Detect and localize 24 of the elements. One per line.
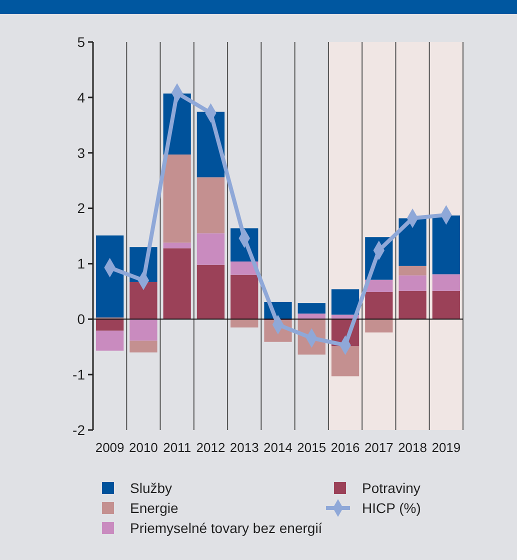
x-tick-label: 2014 xyxy=(264,440,292,455)
legend-label: Potraviny xyxy=(362,480,420,496)
y-tick-label: 0 xyxy=(77,311,86,328)
y-tick-label: -2 xyxy=(72,422,86,438)
y-tick-label: 1 xyxy=(77,256,86,272)
y-tick-label: 2 xyxy=(77,200,86,216)
legend-label: Energie xyxy=(130,500,178,516)
x-tick-label: 2012 xyxy=(196,440,226,455)
x-tick-label: 2010 xyxy=(128,440,158,455)
x-tick-label: 2018 xyxy=(398,440,428,455)
legend-label: Služby xyxy=(130,480,172,496)
x-tick-label: 2016 xyxy=(330,440,360,455)
y-tick-label: -1 xyxy=(72,366,86,382)
y-tick-label: 3 xyxy=(77,144,86,161)
y-tick-label: 5 xyxy=(77,34,86,50)
y-tick-label: 4 xyxy=(77,89,86,106)
x-tick-label: 2009 xyxy=(95,440,124,455)
legend-label: Priemyselné tovary bez energií xyxy=(130,520,322,536)
x-tick-label: 2015 xyxy=(297,440,326,455)
x-tick-label: 2013 xyxy=(230,440,259,455)
x-tick-label: 2017 xyxy=(364,440,394,455)
x-tick-label: 2011 xyxy=(163,440,192,455)
legend-label: HICP (%) xyxy=(362,500,421,516)
x-tick-label: 2019 xyxy=(432,440,461,455)
